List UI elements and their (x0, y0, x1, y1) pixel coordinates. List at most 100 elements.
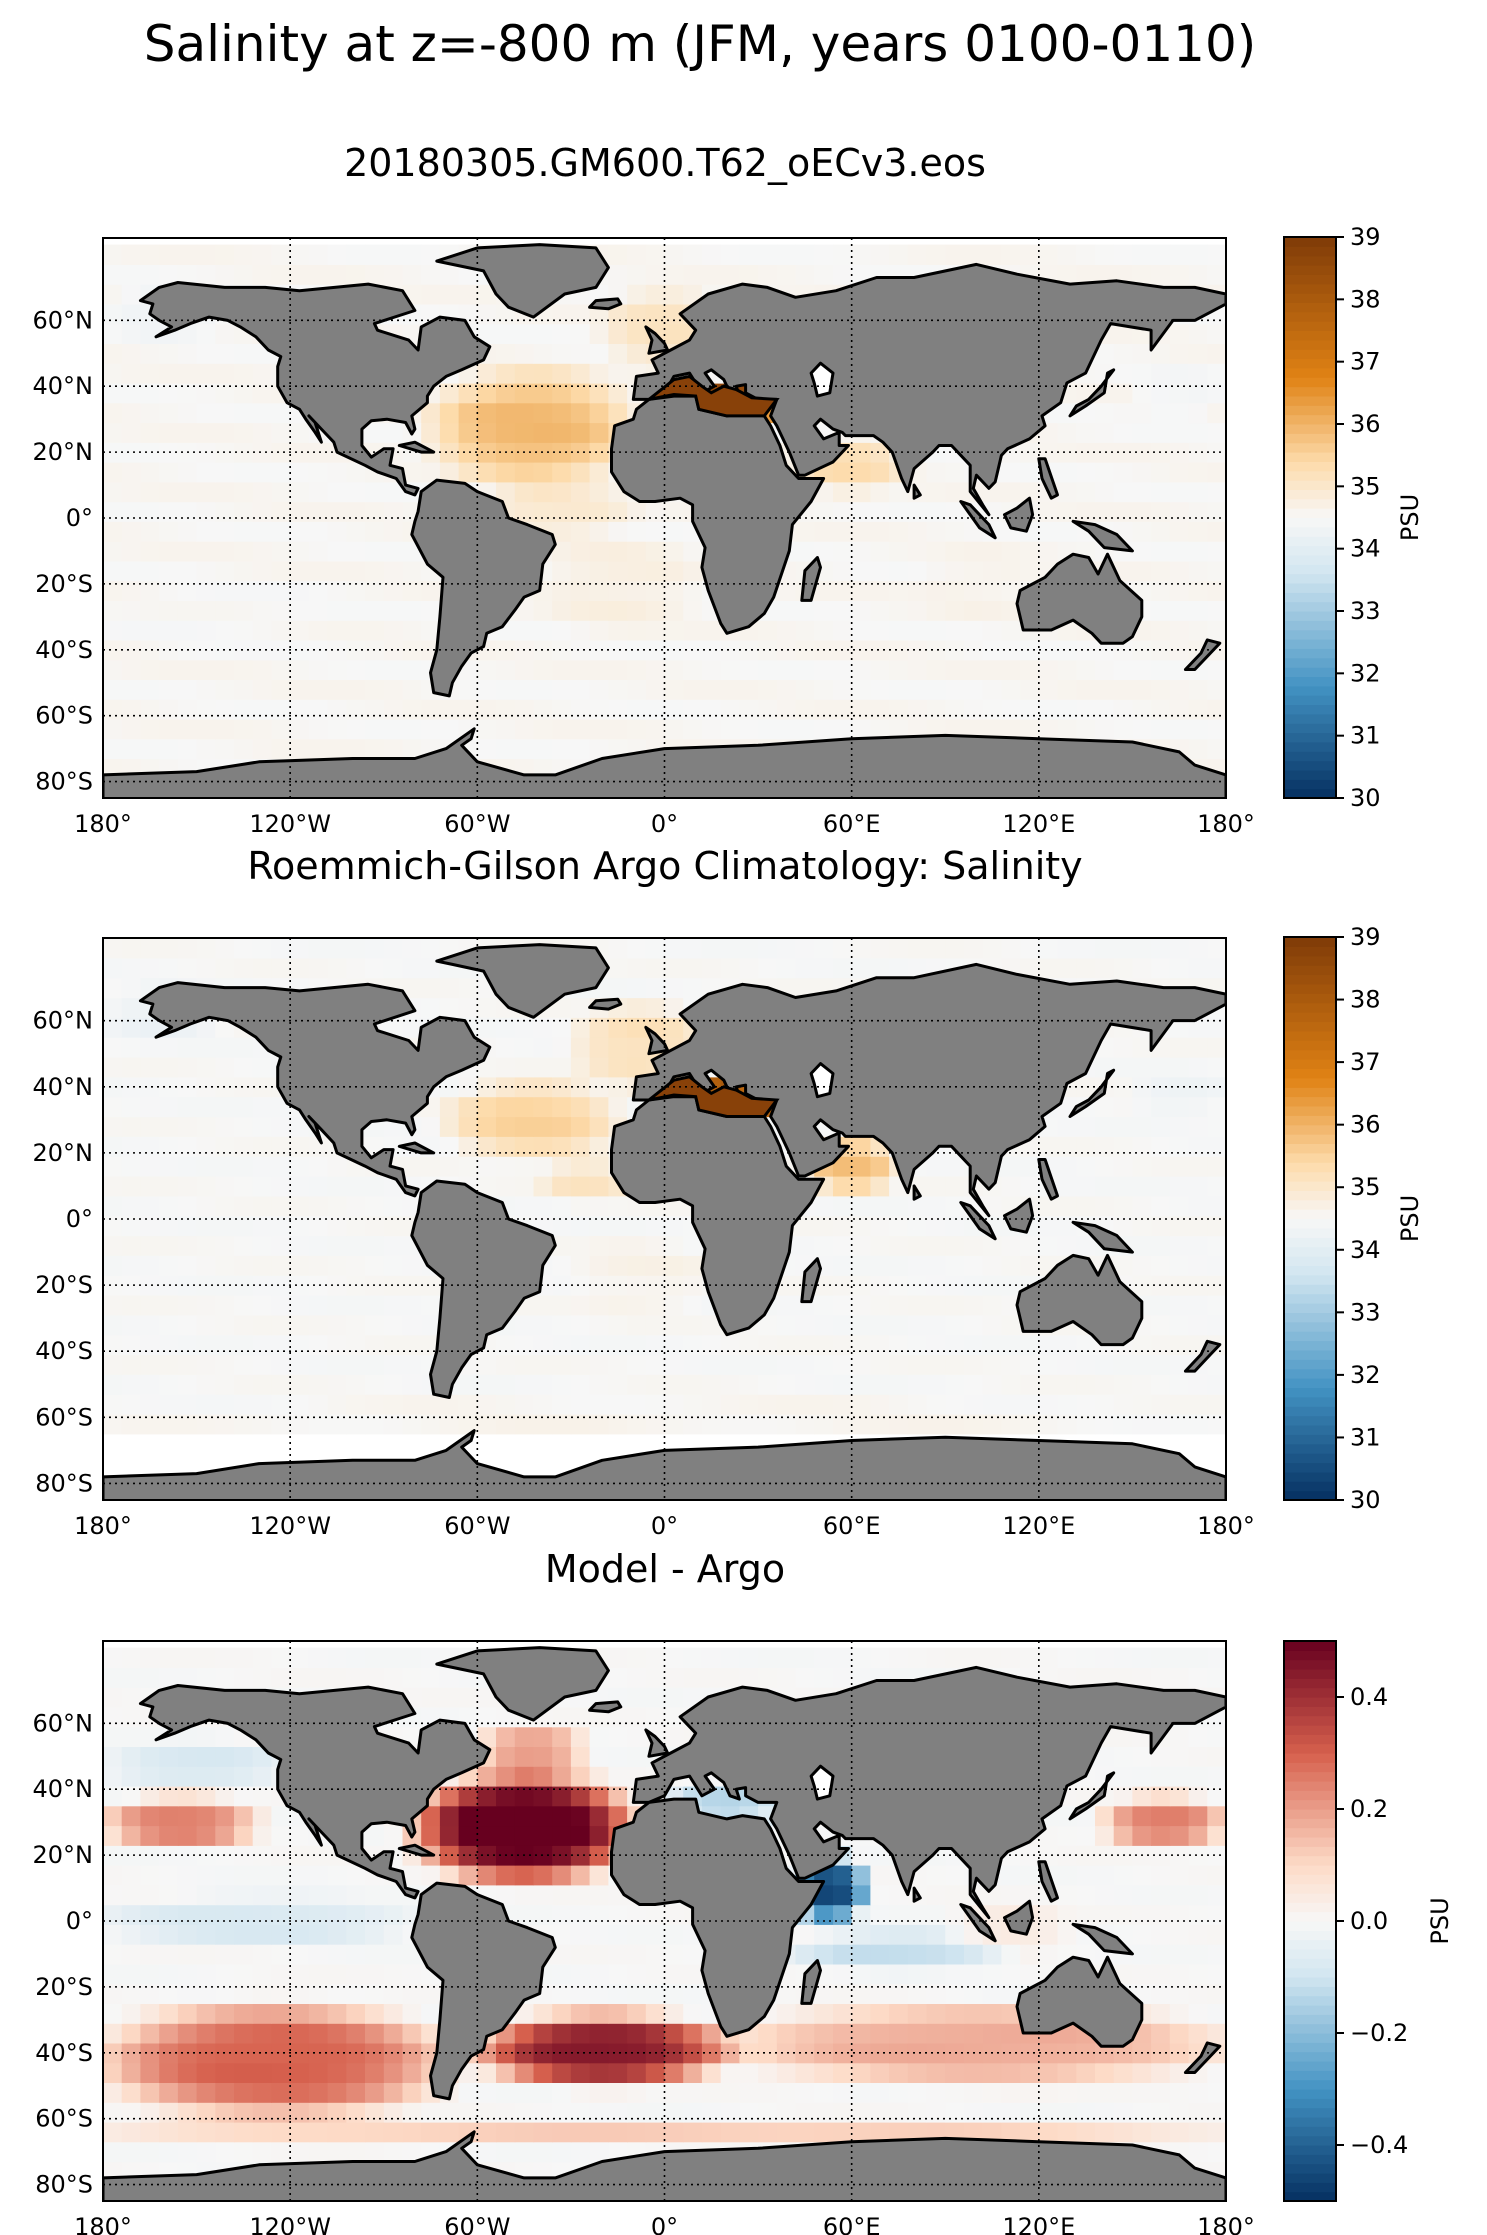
data-cell (1132, 679, 1152, 700)
data-cell (514, 679, 535, 700)
colorbar-segment (1284, 1415, 1336, 1426)
data-cell (308, 1394, 329, 1415)
data-cell (627, 2023, 647, 2044)
data-cell (234, 1195, 254, 1217)
data-cell (552, 1766, 572, 1787)
data-cell (177, 501, 198, 522)
data-cell (833, 1176, 853, 1197)
data-cell (552, 1195, 572, 1217)
data-cell (1169, 957, 1190, 979)
data-cell (552, 679, 572, 700)
data-cell (514, 699, 535, 720)
data-cell (1207, 2102, 1226, 2123)
data-cell (1188, 1195, 1208, 1217)
data-cell (308, 1865, 329, 1886)
data-cell (308, 1983, 329, 2004)
data-cell (365, 1334, 385, 1356)
data-cell (645, 560, 666, 582)
data-cell (1113, 938, 1133, 959)
data-cell (271, 620, 291, 641)
data-cell (945, 1944, 965, 1965)
data-cell (177, 1195, 198, 1217)
data-cell (439, 977, 460, 999)
data-cell (327, 1215, 347, 1237)
data-cell (1207, 1825, 1226, 1846)
data-cell (159, 382, 179, 404)
data-cell (907, 659, 928, 680)
data-cell (570, 1275, 591, 1296)
data-cell (776, 620, 797, 641)
data-cell (683, 977, 703, 999)
land-australia (1015, 552, 1144, 645)
data-cell (234, 1076, 254, 1098)
data-cell (215, 1215, 235, 1237)
data-cell (776, 1275, 797, 1296)
data-cell (664, 541, 684, 562)
data-cell (234, 957, 254, 979)
data-cell (1132, 382, 1152, 404)
data-cell (664, 718, 684, 740)
data-cell (177, 1805, 198, 1827)
data-cell (1188, 1845, 1208, 1866)
data-cell (1113, 1057, 1133, 1078)
data-cell (1188, 620, 1208, 641)
data-cell (103, 1255, 123, 1276)
data-cell (1113, 1394, 1133, 1415)
data-cell (533, 1136, 553, 1157)
data-cell (552, 1805, 572, 1827)
colorbar-segment (1284, 1368, 1336, 1379)
data-cell (870, 2102, 890, 2123)
data-cell (290, 938, 310, 959)
data-cell (964, 718, 984, 740)
data-cell (570, 639, 591, 661)
data-cell (608, 1017, 628, 1038)
data-cell (234, 1255, 254, 1276)
data-cell (1188, 938, 1208, 959)
data-cell (926, 1314, 946, 1336)
data-cell (308, 1414, 329, 1435)
data-cell (645, 1215, 666, 1237)
data-cell (589, 343, 609, 364)
data-cell (552, 2023, 572, 2044)
data-cell (177, 1785, 198, 1807)
data-cell (196, 1057, 216, 1078)
data-cell (234, 1176, 254, 1197)
data-cell (1113, 2121, 1133, 2143)
data-cell (1057, 1176, 1077, 1197)
data-cell (477, 2141, 497, 2163)
data-cell (1207, 1116, 1226, 1137)
data-cell (1151, 1805, 1171, 1827)
data-cell (1132, 1374, 1152, 1395)
data-cell (458, 2102, 478, 2123)
data-cell (439, 442, 460, 463)
data-cell (1188, 2102, 1208, 2123)
data-cell (121, 1845, 141, 1866)
data-cell (308, 2102, 329, 2123)
data-cell (1057, 1354, 1077, 1375)
data-cell (1038, 639, 1059, 661)
data-cell (589, 1255, 609, 1276)
data-cell (252, 1354, 272, 1375)
data-cell (215, 1414, 235, 1435)
data-cell (327, 679, 347, 700)
data-cell (870, 639, 890, 661)
data-cell (514, 1825, 535, 1846)
data-cell (1113, 1805, 1133, 1827)
data-cell (1169, 422, 1190, 443)
data-cell (140, 1334, 160, 1356)
data-cell (664, 659, 684, 680)
data-cell (870, 1295, 890, 1316)
data-cell (1151, 1374, 1171, 1395)
data-cell (439, 1116, 460, 1137)
data-cell (720, 699, 740, 720)
data-cell (496, 1334, 516, 1356)
data-cell (1113, 1116, 1133, 1137)
data-cell (982, 718, 1002, 740)
data-cell (103, 1884, 123, 1906)
data-cell (290, 560, 310, 582)
data-cell (365, 422, 385, 443)
data-cell (776, 679, 797, 700)
data-cell (1132, 422, 1152, 443)
colorbar-segment (1284, 489, 1336, 500)
data-cell (477, 1096, 497, 1118)
